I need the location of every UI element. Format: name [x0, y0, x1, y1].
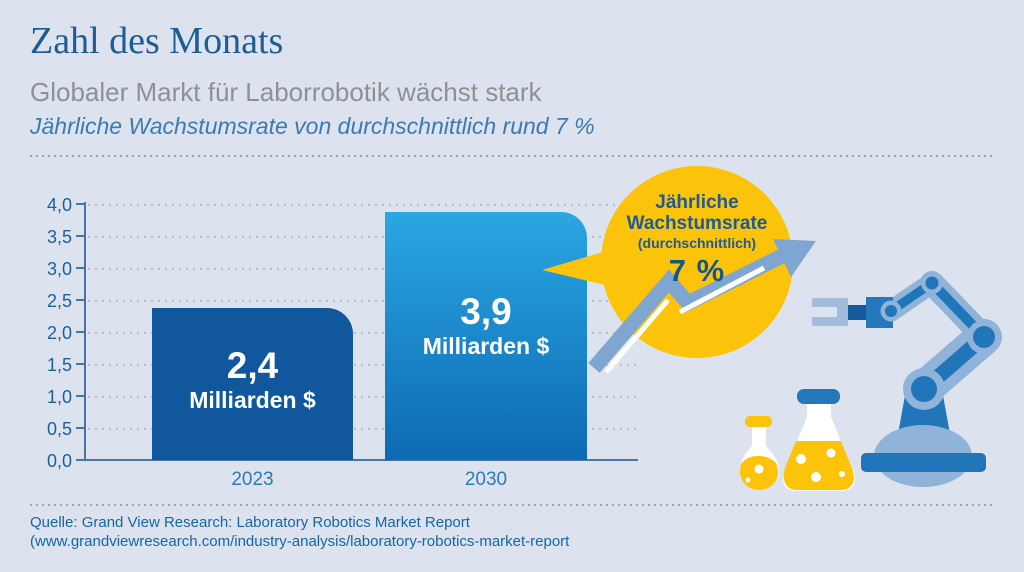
y-axis-label: 0,0: [46, 451, 72, 471]
bar-2030: 3,9 Milliarden $: [385, 212, 587, 460]
growth-rate-bubble: Jährliche Wachstumsrate (durchschnittlic…: [601, 166, 793, 358]
gridline: [88, 268, 638, 270]
y-axis-label: 2,0: [46, 323, 72, 343]
y-axis-tick: [76, 299, 84, 301]
y-axis-label: 3,5: [46, 227, 72, 247]
bar-2023: 2,4 Milliarden $: [152, 308, 353, 460]
flask-large-icon: [783, 389, 855, 491]
footer-separator: [30, 504, 994, 506]
y-axis-label: 0,5: [46, 419, 72, 439]
gridline: [88, 236, 638, 238]
gridline: [88, 204, 638, 206]
source-line-1: Quelle: Grand View Research: Laboratory …: [30, 514, 470, 531]
y-axis-label: 1,5: [46, 355, 72, 375]
bar-value: 3,9: [460, 291, 512, 332]
y-axis: [84, 202, 86, 461]
x-axis-label-2030: 2030: [464, 469, 508, 490]
y-axis-tick: [76, 267, 84, 269]
gridline: [88, 332, 638, 334]
page-title: Zahl des Monats: [30, 20, 284, 62]
y-axis-tick: [76, 427, 84, 429]
y-axis-tick: [76, 363, 84, 365]
gridline: [88, 396, 638, 398]
y-axis-tick: [76, 331, 84, 333]
bar-value: 2,4: [226, 345, 279, 386]
bubble-value: 7 %: [668, 253, 726, 288]
source-line-2: (www.grandviewresearch.com/industry-anal…: [30, 533, 570, 550]
gridline: [88, 428, 638, 430]
bar-unit: Milliarden $: [189, 387, 316, 413]
y-axis-tick: [76, 235, 84, 237]
bubble-line-3: (durchschnittlich): [637, 235, 757, 251]
page-tagline: Jährliche Wachstumsrate von durchschnitt…: [30, 113, 595, 139]
x-axis-label-2023: 2023: [231, 469, 274, 490]
x-axis: [84, 459, 638, 461]
y-axis-tick: [76, 203, 84, 205]
gridline: [88, 364, 638, 366]
flask-small-icon: [740, 416, 779, 490]
y-axis-label: 2,5: [46, 291, 72, 311]
gridline: [88, 300, 638, 302]
bar-unit: Milliarden $: [422, 333, 550, 359]
y-axis-tick: [76, 395, 84, 397]
page-subtitle: Globaler Markt für Laborrobotik wächst s…: [30, 77, 542, 107]
robot-arm-icon: [812, 271, 1002, 487]
y-axis-label: 1,0: [46, 387, 72, 407]
bubble-line-1: Jährliche: [655, 192, 739, 213]
y-axis-tick: [76, 459, 84, 461]
y-axis-label: 4,0: [46, 195, 72, 215]
bubble-line-2: Wachstumsrate: [626, 213, 768, 234]
header-separator: [30, 155, 994, 157]
y-axis-label: 3,0: [46, 259, 72, 279]
